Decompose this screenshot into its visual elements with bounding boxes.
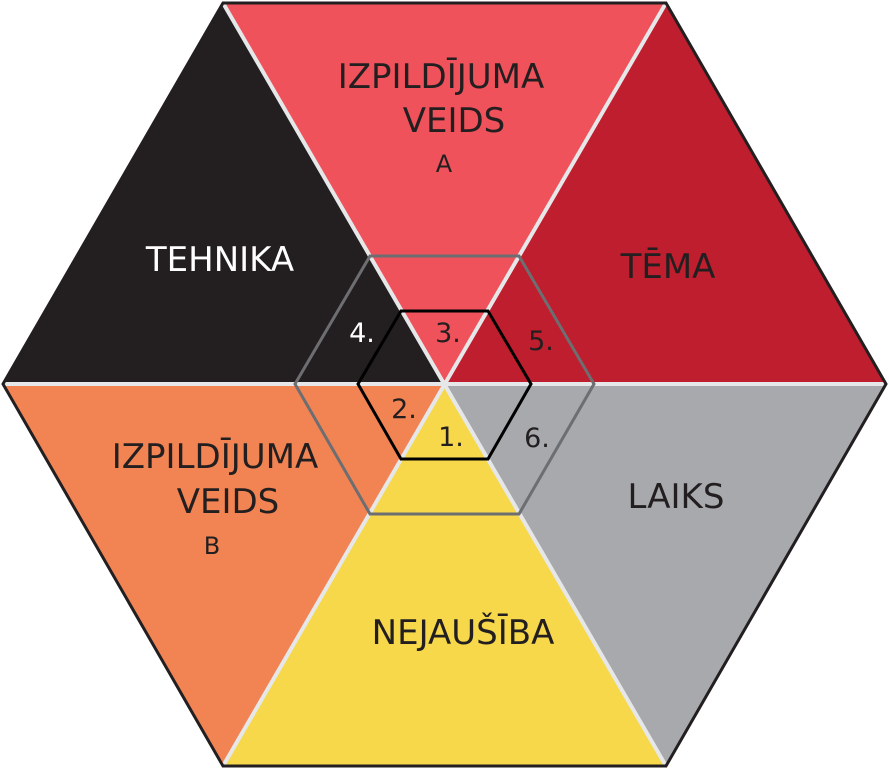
number-2: 2. (391, 394, 417, 425)
number-1: 1. (438, 422, 464, 453)
segment-top (223, 3, 666, 384)
segment-separators (3, 1, 886, 768)
label-top-left: TEHNIKA (145, 240, 294, 280)
label-bottom-left-line2: VEIDS (177, 482, 280, 522)
segment-bottom-right (444, 384, 886, 766)
number-5: 5. (528, 326, 554, 357)
segment-top-right (444, 3, 886, 384)
segment-top-left (3, 3, 445, 384)
label-top-right: TĒMA (620, 247, 716, 287)
label-bottom-left-sub: B (204, 532, 220, 560)
segment-bottom (223, 384, 666, 766)
label-bottom-left-line1: IZPILDĪJUMA (112, 437, 319, 477)
label-bottom: NEJAUŠĪBA (372, 612, 555, 653)
label-bottom-right: LAIKS (628, 477, 725, 517)
number-6: 6. (524, 423, 550, 454)
label-top-line1: IZPILDĪJUMA (338, 57, 545, 97)
segment-bottom-left (3, 384, 445, 766)
inner-hexagon (356, 309, 533, 461)
middle-hexagon (293, 254, 596, 516)
number-3: 3. (435, 318, 461, 349)
number-4: 4. (349, 318, 375, 349)
label-top-line2: VEIDS (403, 101, 506, 141)
label-top-sub: A (436, 150, 453, 178)
